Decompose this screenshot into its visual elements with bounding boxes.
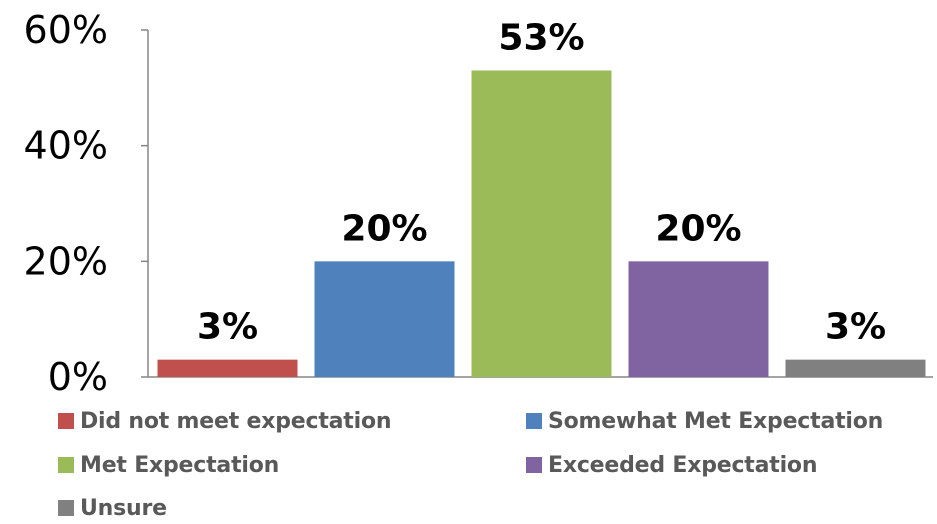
y-tick-label: 20% <box>24 239 108 283</box>
bar-chart: 0% 20% 40% 60% 3% 20% 53% 20% 3% <box>24 8 933 399</box>
data-labels: 3% 20% 53% 20% 3% <box>197 17 886 347</box>
legend-label: Somewhat Met Expectation <box>548 408 884 434</box>
bar <box>785 359 926 377</box>
legend-item-did-not-meet: Did not meet expectation <box>58 405 392 437</box>
legend-item-somewhat-met: Somewhat Met Expectation <box>526 405 883 437</box>
y-tick-label: 0% <box>48 355 108 399</box>
bars <box>157 70 926 377</box>
bar <box>314 261 455 377</box>
legend-swatch <box>526 457 542 473</box>
legend-item-exceeded: Exceeded Expectation <box>526 449 818 481</box>
legend-item-unsure: Unsure <box>58 492 167 524</box>
legend-swatch <box>58 457 74 473</box>
y-tick-label: 40% <box>24 124 108 168</box>
y-axis: 0% 20% 40% 60% <box>24 8 933 399</box>
data-label: 53% <box>498 17 584 58</box>
legend-swatch <box>58 500 74 516</box>
legend-label: Exceeded Expectation <box>548 452 818 478</box>
data-label: 3% <box>197 307 258 348</box>
data-label: 3% <box>825 307 886 348</box>
bar <box>628 261 769 377</box>
legend-swatch <box>58 413 74 429</box>
legend-label: Did not meet expectation <box>80 408 392 434</box>
data-label: 20% <box>655 208 741 249</box>
legend-label: Unsure <box>80 495 167 521</box>
data-label: 20% <box>341 208 427 249</box>
bar <box>471 70 612 377</box>
legend-item-met: Met Expectation <box>58 449 279 481</box>
legend-label: Met Expectation <box>80 452 280 478</box>
bar <box>157 359 298 377</box>
y-tick-label: 60% <box>24 8 108 52</box>
legend-swatch <box>526 413 542 429</box>
legend: Did not meet expectation Somewhat Met Ex… <box>58 400 937 521</box>
